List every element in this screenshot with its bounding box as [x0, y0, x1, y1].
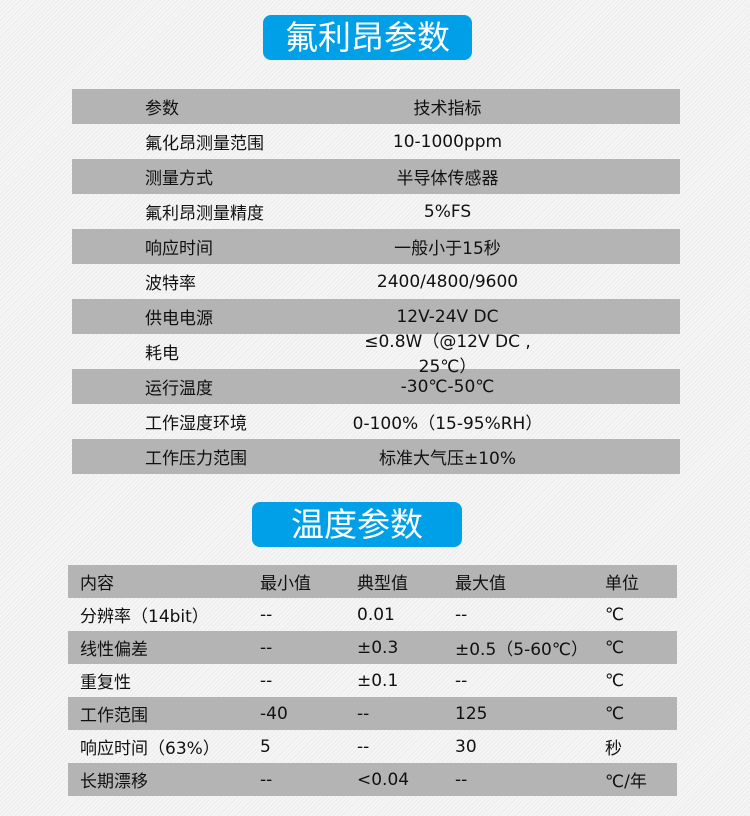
- cell: <0.04: [357, 769, 410, 790]
- cell: 单位: [605, 574, 639, 594]
- table-row: 耗电 ≤0.8W（@12V DC , 25℃）: [72, 332, 680, 377]
- param-value: 一般小于15秒: [394, 239, 501, 259]
- param-value: 技术指标: [413, 99, 482, 119]
- param-name: 测量方式: [145, 169, 213, 189]
- cell: ±0.1: [357, 670, 399, 691]
- table-row: 重复性 -- ±0.1 -- ℃: [68, 664, 677, 697]
- param-value: 12V-24V DC: [396, 306, 499, 327]
- table-row: 响应时间（63%） 5 -- 30 秒: [68, 730, 677, 763]
- cell: -40: [260, 703, 288, 724]
- cell: --: [357, 736, 370, 757]
- param-name: 供电电源: [145, 309, 213, 329]
- section-title-temperature: 温度参数: [252, 502, 462, 547]
- table-row: 分辨率（14bit） -- 0.01 -- ℃: [68, 598, 677, 631]
- cell: 工作范围: [80, 706, 148, 726]
- param-name: 工作压力范围: [145, 449, 247, 469]
- cell: 30: [455, 736, 477, 757]
- cell: --: [455, 670, 468, 691]
- cell: ±0.3: [357, 637, 399, 658]
- table-row: 长期漂移 -- <0.04 -- ℃/年: [68, 763, 677, 796]
- param-value: 半导体传感器: [396, 169, 499, 189]
- cell: 5: [260, 736, 271, 757]
- freon-params-table: 参数 技术指标氟化昂测量范围 10-1000ppm 测量方式 半导体传感器氟利昂测量精度…: [72, 89, 680, 474]
- param-value: 标准大气压±10%: [378, 449, 517, 469]
- cell: 典型值: [357, 574, 408, 594]
- param-name: 氟化昂测量范围: [145, 134, 264, 154]
- cell: 长期漂移: [80, 772, 148, 792]
- cell: --: [455, 769, 468, 790]
- table-row: 氟化昂测量范围 10-1000ppm: [72, 124, 680, 159]
- cell: --: [260, 670, 273, 691]
- cell: --: [357, 703, 370, 724]
- param-name: 响应时间: [145, 239, 213, 259]
- cell: 内容: [80, 574, 114, 594]
- cell: 0.01: [357, 604, 395, 625]
- table-row: 工作湿度环境 0-100%（15-95%RH）: [72, 404, 680, 439]
- cell: 重复性: [80, 673, 131, 693]
- param-name: 运行温度: [145, 379, 213, 399]
- param-name: 工作湿度环境: [145, 414, 247, 434]
- param-value: 5%FS: [423, 201, 472, 222]
- param-value: 2400/4800/9600: [376, 271, 519, 292]
- cell: ±0.5（5-60℃）: [455, 640, 588, 660]
- table-row: 测量方式 半导体传感器: [72, 159, 680, 194]
- table-row: 工作范围 -40 -- 125 ℃: [68, 697, 677, 730]
- cell: --: [455, 604, 468, 625]
- cell: 秒: [605, 739, 622, 759]
- cell: 响应时间（63%）: [80, 739, 220, 759]
- cell: --: [260, 637, 273, 658]
- cell: --: [260, 604, 273, 625]
- table-row: 线性偏差 -- ±0.3 ±0.5（5-60℃） ℃: [68, 631, 677, 664]
- table-row: 氟利昂测量精度 5%FS: [72, 194, 680, 229]
- cell: 线性偏差: [80, 640, 148, 660]
- param-value: -30℃-50℃: [400, 376, 495, 397]
- cell: ℃: [605, 604, 625, 625]
- param-value: ≤0.8W（@12V DC , 25℃）: [364, 331, 531, 377]
- param-name: 参数: [145, 99, 179, 119]
- param-name: 波特率: [145, 274, 196, 294]
- table-row: 响应时间 一般小于15秒: [72, 229, 680, 264]
- cell: ℃: [605, 703, 625, 724]
- param-value: 10-1000ppm: [392, 131, 503, 152]
- cell: 125: [455, 703, 488, 724]
- table-row: 供电电源 12V-24V DC: [72, 299, 680, 334]
- table-row: 工作压力范围 标准大气压±10%: [72, 439, 680, 474]
- table-header: 内容 最小值 典型值 最大值 单位: [68, 565, 677, 598]
- table-row: 波特率 2400/4800/9600: [72, 264, 680, 299]
- section-title-freon: 氟利昂参数: [263, 15, 472, 60]
- cell: ℃: [605, 670, 625, 691]
- cell: --: [260, 769, 273, 790]
- table-header: 参数 技术指标: [72, 89, 680, 124]
- cell: 最大值: [455, 574, 506, 594]
- param-value: 0-100%（15-95%RH）: [352, 414, 543, 434]
- table-row: 运行温度 -30℃-50℃: [72, 369, 680, 404]
- cell: 最小值: [260, 574, 311, 594]
- cell: 分辨率（14bit）: [80, 607, 209, 627]
- cell: ℃: [605, 637, 625, 658]
- temperature-params-table: 内容 最小值 典型值 最大值 单位分辨率（14bit） -- 0.01 -- ℃ 线性偏差 -- ±0…: [68, 565, 677, 796]
- param-name: 氟利昂测量精度: [145, 204, 264, 224]
- cell: ℃/年: [605, 772, 647, 792]
- param-name: 耗电: [145, 344, 179, 364]
